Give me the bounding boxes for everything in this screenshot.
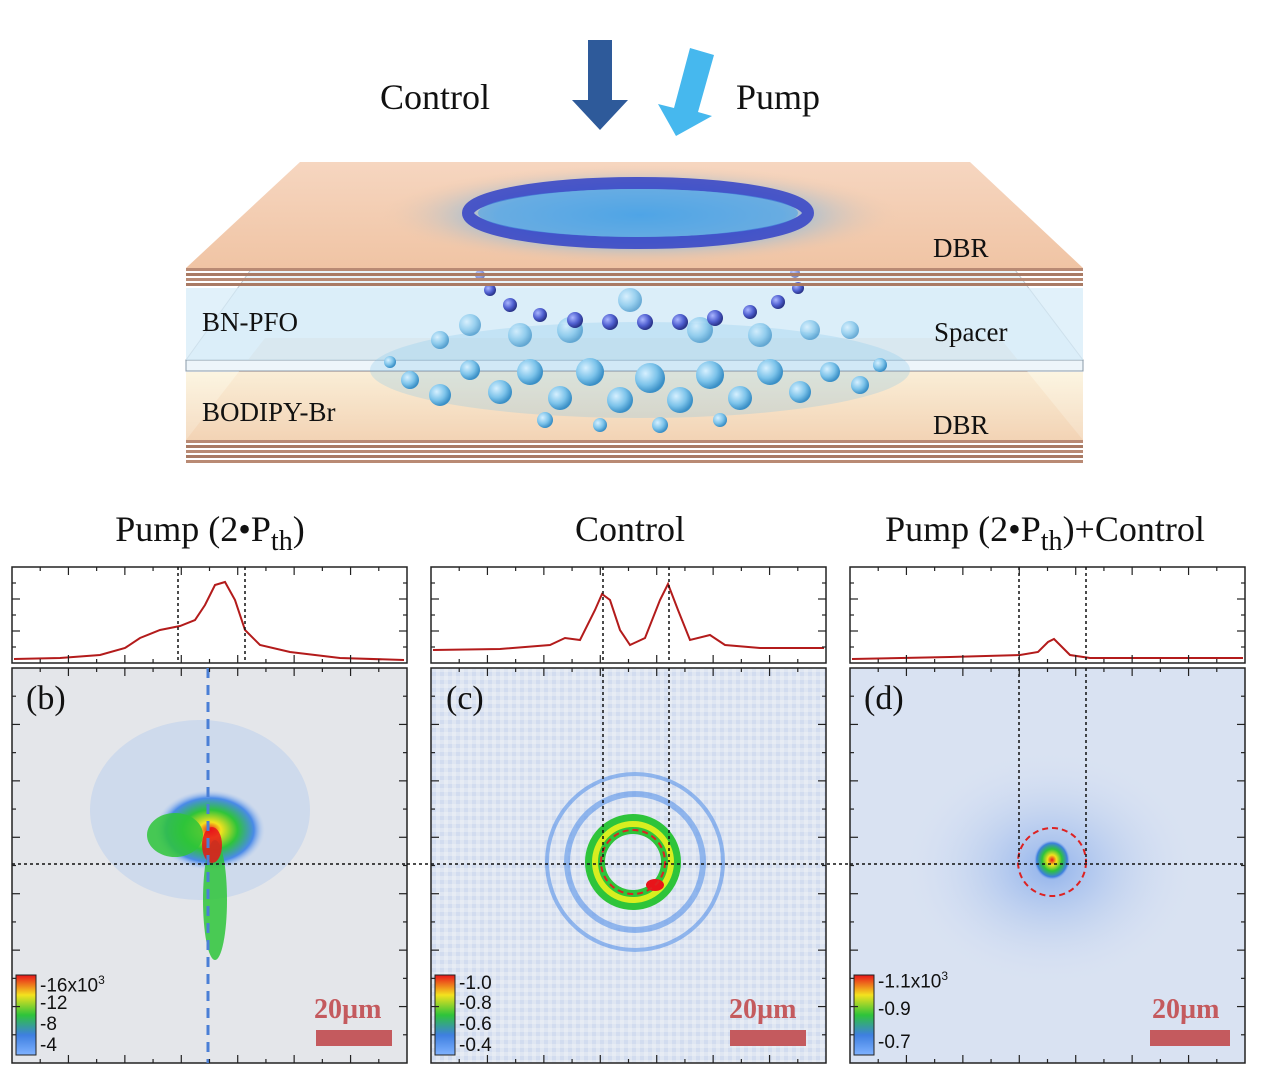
cavity-schematic bbox=[185, 40, 1085, 463]
panel-b-cb-tick-top: -16x103 bbox=[40, 973, 105, 997]
panel-b-cb-tick-3: -8 bbox=[40, 1014, 57, 1035]
panel-b-profile bbox=[11, 566, 408, 664]
pump-arrow-icon bbox=[658, 48, 714, 136]
panel-d-profile-line bbox=[851, 637, 1243, 660]
control-beam-label: Control bbox=[380, 77, 491, 117]
panel-d-cb-tick-top: -1.1x103 bbox=[878, 969, 949, 993]
panel-c-cb-tick-2: -0.8 bbox=[459, 993, 492, 1014]
panel-d-title: Pump (2•Pth)+Control bbox=[885, 509, 1205, 557]
panel-b-map bbox=[11, 667, 408, 1064]
panel-c-profile-line bbox=[432, 581, 824, 651]
control-arrow-icon bbox=[572, 40, 628, 130]
panel-d-cb-tick-3: -0.7 bbox=[878, 1032, 911, 1053]
panel-b-profile-line bbox=[13, 580, 405, 661]
panel-d-map bbox=[849, 667, 1246, 1064]
bottom-dbr-label: DBR bbox=[933, 410, 989, 440]
panel-d-scale-bar bbox=[1150, 1030, 1230, 1046]
panel-c-profile bbox=[430, 566, 827, 664]
spacer-label: Spacer bbox=[934, 317, 1008, 347]
image-panels bbox=[11, 566, 1246, 1064]
panel-b-scale-label: 20µm bbox=[314, 994, 382, 1025]
panel-d-scale-label: 20µm bbox=[1152, 994, 1220, 1025]
panel-c-cb-tick-top: -1.0 bbox=[459, 973, 492, 994]
panel-c-title: Control bbox=[574, 509, 685, 549]
top-dbr-label: DBR bbox=[933, 233, 989, 263]
panel-b-cb-tick-4: -4 bbox=[40, 1035, 57, 1056]
bodipy-label: BODIPY-Br bbox=[202, 397, 336, 427]
panel-b-scale-bar bbox=[316, 1030, 392, 1046]
panel-d-letter: (d) bbox=[864, 680, 904, 717]
panel-c-cb-tick-4: -0.4 bbox=[459, 1035, 492, 1056]
panel-c-map bbox=[407, 667, 850, 1064]
panel-b-title: Pump (2•Pth) bbox=[115, 509, 305, 557]
panel-d-profile bbox=[849, 566, 1246, 664]
bn-pfo-label: BN-PFO bbox=[202, 307, 299, 337]
panel-c-letter: (c) bbox=[446, 680, 484, 717]
panel-b-letter: (b) bbox=[26, 680, 66, 717]
panel-c-scale-bar bbox=[730, 1030, 806, 1046]
pump-beam-label: Pump bbox=[736, 77, 821, 117]
panel-d-cb-tick-2: -0.9 bbox=[878, 999, 911, 1020]
panel-b-cb-tick-2: -12 bbox=[40, 993, 68, 1014]
exciton-cloud bbox=[370, 248, 910, 433]
top-dbr bbox=[186, 162, 1083, 286]
panel-c-cb-tick-3: -0.6 bbox=[459, 1014, 492, 1035]
panel-c-scale-label: 20µm bbox=[729, 994, 797, 1025]
